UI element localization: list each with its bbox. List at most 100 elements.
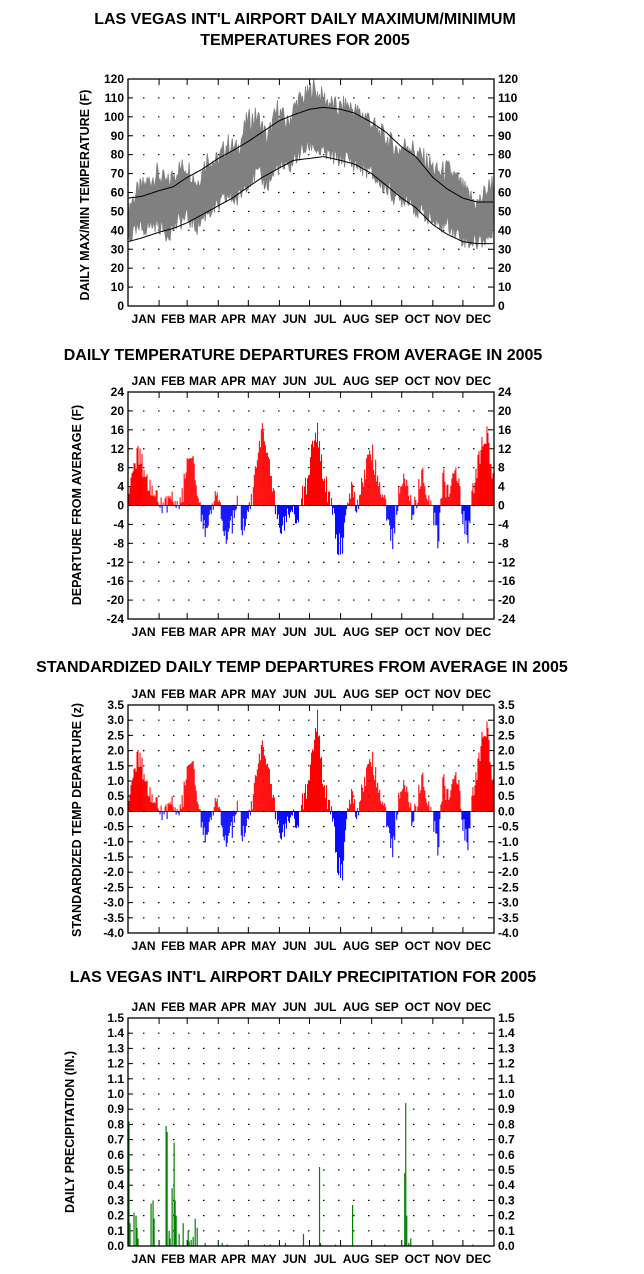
chart-departures-title: DAILY TEMPERATURE DEPARTURES FROM AVERAG… bbox=[64, 347, 543, 364]
chart-maxmin-title-line-1: LAS VEGAS INT'L AIRPORT DAILY MAXIMUM/MI… bbox=[94, 11, 516, 28]
chart-departures-month-label-bottom: FEB bbox=[161, 625, 185, 639]
chart-precip-month-label-bottom: MAR bbox=[189, 1252, 217, 1266]
chart-precip-y-axis-label: DAILY PRECIPITATION (IN.) bbox=[63, 1051, 77, 1213]
chart-maxmin: LAS VEGAS INT'L AIRPORT DAILY MAXIMUM/MI… bbox=[78, 11, 518, 326]
chart-standardized-ytick-label-left: 0.0 bbox=[107, 804, 124, 818]
chart-precip-ytick-label-left: 0.7 bbox=[107, 1133, 124, 1147]
chart-departures-month-label-bottom: AUG bbox=[343, 625, 370, 639]
chart-precip-ytick-label-left: 0.3 bbox=[107, 1193, 124, 1207]
chart-standardized-month-label-top: MAY bbox=[251, 687, 277, 701]
chart-maxmin-month-label-bottom: MAR bbox=[189, 312, 217, 326]
chart-precip-ytick-label-right: 0.0 bbox=[498, 1239, 515, 1253]
chart-standardized-title: STANDARDIZED DAILY TEMP DEPARTURES FROM … bbox=[36, 659, 568, 676]
chart-standardized-ytick-label-left: -3.5 bbox=[103, 911, 124, 925]
chart-precip-month-label-bottom: DEC bbox=[466, 1252, 492, 1266]
chart-departures-month-label-top: NOV bbox=[435, 374, 461, 388]
chart-maxmin-ytick-label-right: 90 bbox=[498, 129, 512, 143]
chart-standardized-plot-area: -4.0 -4.0-3.5 -3.5-3.0 -3.0-2.5 -2.5-2.0 -2.0… bbox=[103, 687, 519, 953]
chart-standardized-month-label-bottom: FEB bbox=[161, 939, 185, 953]
chart-departures-month-label-top: MAR bbox=[189, 374, 217, 388]
chart-standardized-ytick-label-right: -2.0 bbox=[498, 865, 519, 879]
chart-standardized-ytick-label-right: -2.5 bbox=[498, 880, 519, 894]
chart-precip-ytick-label-right: 0.3 bbox=[498, 1193, 515, 1207]
chart-maxmin-plot-area: 0 0 10 10 20 20 30 30 40 40 50 50 60 60 70 70 80 80 90 90 10… bbox=[104, 72, 518, 326]
chart-departures-ytick-label-left: 4 bbox=[117, 480, 124, 494]
chart-maxmin-month-label-bottom: SEP bbox=[375, 312, 399, 326]
chart-departures-month-label-top: DEC bbox=[466, 374, 492, 388]
chart-standardized-ytick-label-right: -0.5 bbox=[498, 820, 519, 834]
chart-precip-month-label-bottom: MAY bbox=[251, 1252, 277, 1266]
chart-precip-ytick-label-left: 1.0 bbox=[107, 1087, 124, 1101]
chart-standardized-month-label-bottom: DEC bbox=[466, 939, 492, 953]
chart-standardized-ytick-label-left: 3.0 bbox=[107, 713, 124, 727]
chart-departures-month-label-top: JUN bbox=[282, 374, 306, 388]
chart-departures-month-label-top: FEB bbox=[161, 374, 185, 388]
chart-standardized-ytick-label-left: -0.5 bbox=[103, 820, 124, 834]
chart-precip-month-label-bottom: SEP bbox=[375, 1252, 399, 1266]
chart-standardized-ytick-label-right: 1.5 bbox=[498, 759, 515, 773]
chart-standardized-ytick-label-left: -4.0 bbox=[103, 926, 124, 940]
chart-standardized-ytick-label-left: 2.0 bbox=[107, 744, 124, 758]
chart-standardized-ytick-label-left: -1.0 bbox=[103, 835, 124, 849]
chart-precip-ytick-label-right: 0.8 bbox=[498, 1117, 515, 1131]
chart-precip-title: LAS VEGAS INT'L AIRPORT DAILY PRECIPITAT… bbox=[70, 969, 537, 986]
chart-precip-month-label-top: FEB bbox=[161, 1000, 185, 1014]
chart-maxmin-ytick-label-left: 30 bbox=[111, 242, 125, 256]
chart-precip-month-label-bottom: APR bbox=[221, 1252, 247, 1266]
chart-precip-ytick-label-left: 1.4 bbox=[107, 1026, 124, 1040]
chart-departures-ytick-label-left: -8 bbox=[113, 536, 124, 550]
chart-maxmin-ytick-label-right: 0 bbox=[498, 299, 505, 313]
chart-maxmin-month-label-bottom: FEB bbox=[161, 312, 185, 326]
chart-maxmin-month-label-bottom: JUN bbox=[282, 312, 306, 326]
chart-departures-month-label-top: JUL bbox=[314, 374, 337, 388]
chart-precip-ytick-label-right: 1.5 bbox=[498, 1011, 515, 1025]
chart-maxmin-ytick-label-left: 10 bbox=[111, 280, 125, 294]
chart-departures-month-label-bottom: SEP bbox=[375, 625, 399, 639]
chart-standardized-ytick-label-right: -1.5 bbox=[498, 850, 519, 864]
chart-precip-month-label-top: SEP bbox=[375, 1000, 399, 1014]
chart-precip-ytick-label-right: 1.0 bbox=[498, 1087, 515, 1101]
chart-standardized-month-label-top: FEB bbox=[161, 687, 185, 701]
chart-standardized-ytick-label-left: 1.0 bbox=[107, 774, 124, 788]
chart-departures-month-label-top: SEP bbox=[375, 374, 399, 388]
chart-precip-ytick-label-right: 1.3 bbox=[498, 1041, 515, 1055]
chart-standardized-month-label-top: OCT bbox=[405, 687, 431, 701]
chart-precip-month-label-top: MAY bbox=[251, 1000, 277, 1014]
chart-departures-ytick-label-right: 24 bbox=[498, 385, 512, 399]
chart-maxmin-title-line-2: TEMPERATURES FOR 2005 bbox=[200, 32, 410, 49]
chart-departures-ytick-label-left: 0 bbox=[117, 499, 124, 513]
chart-maxmin-ytick-label-right: 110 bbox=[498, 91, 518, 105]
chart-standardized-ytick-label-left: -1.5 bbox=[103, 850, 124, 864]
chart-maxmin-ytick-label-left: 90 bbox=[111, 129, 125, 143]
chart-departures-month-label-top: JAN bbox=[132, 374, 156, 388]
chart-maxmin-month-label-bottom: MAY bbox=[251, 312, 277, 326]
chart-maxmin-y-axis-label: DAILY MAX/MIN TEMPERATURE (F) bbox=[78, 90, 92, 301]
chart-precip-month-label-top: NOV bbox=[435, 1000, 461, 1014]
chart-standardized-ytick-label-right: 3.0 bbox=[498, 713, 515, 727]
chart-maxmin-ytick-label-right: 60 bbox=[498, 186, 512, 200]
daily-temperature-range-series bbox=[127, 78, 494, 250]
chart-standardized-ytick-label-left: -2.0 bbox=[103, 865, 124, 879]
chart-maxmin-ytick-label-left: 70 bbox=[111, 167, 125, 181]
chart-standardized-month-label-top: JUL bbox=[314, 687, 337, 701]
chart-maxmin-month-label-bottom: JAN bbox=[132, 312, 156, 326]
chart-departures-ytick-label-right: 16 bbox=[498, 423, 512, 437]
chart-departures-ytick-label-right: 8 bbox=[498, 461, 505, 475]
chart-precip-ytick-label-left: 1.3 bbox=[107, 1041, 124, 1055]
chart-precip-month-label-bottom: OCT bbox=[405, 1252, 431, 1266]
chart-departures-ytick-label-left: 16 bbox=[111, 423, 125, 437]
chart-standardized-ytick-label-left: 1.5 bbox=[107, 759, 124, 773]
chart-precip-ytick-label-right: 0.5 bbox=[498, 1163, 515, 1177]
chart-departures-month-label-bottom: JUL bbox=[314, 625, 337, 639]
chart-departures-ytick-label-right: -24 bbox=[498, 612, 516, 626]
chart-precip-month-label-bottom: FEB bbox=[161, 1252, 185, 1266]
chart-maxmin-ytick-label-left: 100 bbox=[104, 110, 124, 124]
chart-standardized-month-label-top: MAR bbox=[189, 687, 217, 701]
chart-maxmin-ytick-label-right: 50 bbox=[498, 204, 512, 218]
chart-standardized-ytick-label-right: 2.0 bbox=[498, 744, 515, 758]
chart-precip-ytick-label-left: 0.5 bbox=[107, 1163, 124, 1177]
chart-maxmin-ytick-label-right: 100 bbox=[498, 110, 518, 124]
chart-precip-ytick-label-left: 0.8 bbox=[107, 1117, 124, 1131]
chart-departures-ytick-label-right: -20 bbox=[498, 593, 516, 607]
